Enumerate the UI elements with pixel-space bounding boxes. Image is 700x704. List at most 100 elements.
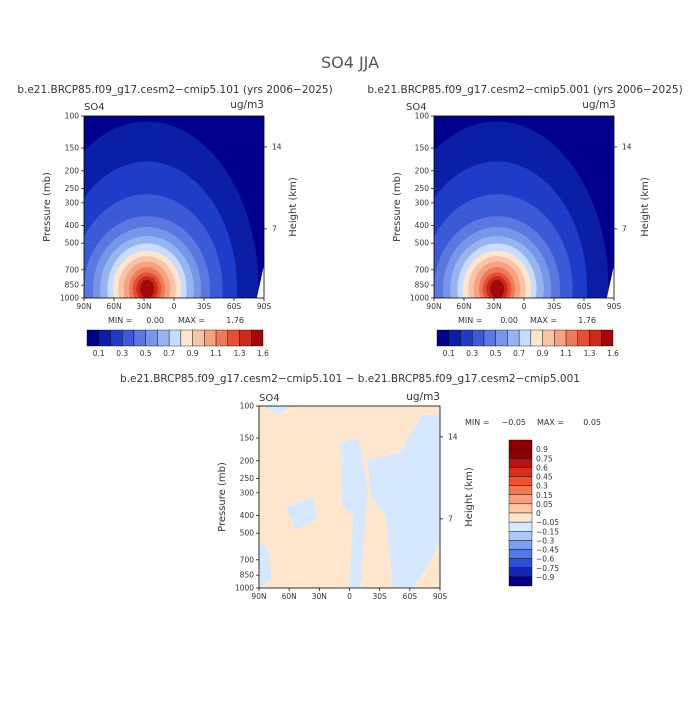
y2-tick-label: 14 xyxy=(448,432,458,441)
x-tick-label: 60S xyxy=(577,302,592,311)
colorbar-swatch xyxy=(508,540,533,550)
colorbar-swatch xyxy=(518,329,532,347)
y-tick-label: 200 xyxy=(415,166,430,175)
colorbar-swatch xyxy=(508,558,533,568)
colorbar-label: −0.3 xyxy=(536,536,554,545)
negative-diff-region xyxy=(286,497,317,530)
panel-1-max-value: 1.76 xyxy=(226,316,244,325)
y-tick-label: 400 xyxy=(65,221,80,230)
x-tick-label: 60N xyxy=(282,592,297,601)
panel-1: b.e21.BRCP85.f09_g17.cesm2−cmip5.101 (yr… xyxy=(17,84,332,358)
panel-2: b.e21.BRCP85.f09_g17.cesm2−cmip5.001 (yr… xyxy=(367,84,682,358)
colorbar-label: 1.3 xyxy=(234,349,246,358)
colorbar-label: −0.45 xyxy=(536,546,559,555)
colorbar-swatch xyxy=(508,494,533,505)
y-tick-label: 100 xyxy=(415,112,430,121)
panel-1-min-label: MIN = xyxy=(108,316,133,325)
panel-2-min-label: MIN = xyxy=(458,316,483,325)
colorbar-label: −0.05 xyxy=(536,518,559,527)
orography-mask xyxy=(606,265,614,298)
colorbar-swatch xyxy=(589,329,602,347)
colorbar-swatch xyxy=(577,329,590,347)
colorbar-label: 0.3 xyxy=(536,482,548,491)
y-tick-label: 250 xyxy=(240,474,255,483)
negative-diff-region xyxy=(259,542,272,588)
colorbar-swatch xyxy=(554,329,567,347)
contour-level xyxy=(489,279,505,298)
x-tick-label: 90S xyxy=(257,302,272,311)
y-tick-label: 100 xyxy=(240,402,255,411)
colorbar-swatch xyxy=(508,549,533,559)
colorbar-label: 1.3 xyxy=(584,349,596,358)
colorbar-swatch xyxy=(157,329,170,347)
colorbar-swatch xyxy=(180,329,193,347)
x-tick-label: 30S xyxy=(197,302,212,311)
colorbar-swatch xyxy=(98,329,111,347)
y-tick-label: 400 xyxy=(240,511,255,520)
x-tick-label: 30S xyxy=(547,302,562,311)
x-tick-label: 90S xyxy=(433,592,448,601)
panel-1-field: SO4 xyxy=(84,102,105,113)
y-tick-label: 400 xyxy=(415,221,430,230)
colorbar-label: 0.1 xyxy=(443,349,455,358)
y2-tick-label: 7 xyxy=(622,224,627,233)
x-tick-label: 30N xyxy=(136,302,151,311)
negative-diff-region xyxy=(340,438,368,588)
panel-3-ylabel: Pressure (mb) xyxy=(217,462,228,532)
y2-tick-label: 14 xyxy=(622,142,632,151)
y2-tick-label: 14 xyxy=(272,142,282,151)
colorbar-label: 0.3 xyxy=(466,349,478,358)
panel-1-max-label: MAX = xyxy=(178,316,205,325)
y-tick-label: 700 xyxy=(415,265,430,274)
colorbar-swatch xyxy=(508,531,533,541)
x-tick-label: 90N xyxy=(251,592,266,601)
colorbar-label: 0 xyxy=(536,509,541,518)
colorbar-swatch xyxy=(145,329,158,347)
orography-mask xyxy=(256,265,264,298)
colorbar-label: 0.1 xyxy=(93,349,105,358)
colorbar-swatch xyxy=(508,576,533,587)
colorbar-swatch xyxy=(565,329,578,347)
colorbar-label: 0.6 xyxy=(536,463,548,472)
colorbar-swatch xyxy=(508,448,533,459)
y-tick-label: 250 xyxy=(65,184,80,193)
colorbar-label: 1.6 xyxy=(257,349,269,358)
colorbar-label: 0.7 xyxy=(513,349,525,358)
y-tick-label: 300 xyxy=(415,198,430,207)
colorbar-swatch xyxy=(204,329,217,347)
panel-3: b.e21.BRCP85.f09_g17.cesm2−cmip5.101 − b… xyxy=(120,373,601,601)
colorbar-swatch xyxy=(460,329,473,347)
colorbar-swatch xyxy=(508,439,533,450)
colorbar-label: 1.1 xyxy=(560,349,572,358)
colorbar-swatch xyxy=(133,329,146,347)
x-tick-label: 0 xyxy=(522,302,527,311)
colorbar-swatch xyxy=(508,512,533,523)
panel-2-max-label: MAX = xyxy=(530,316,557,325)
x-tick-label: 60S xyxy=(403,592,418,601)
panel-2-units: ug/m3 xyxy=(582,99,616,111)
colorbar-swatch xyxy=(542,329,555,347)
x-tick-label: 90S xyxy=(607,302,622,311)
colorbar-swatch xyxy=(483,329,496,347)
y2-tick-label: 7 xyxy=(448,514,453,523)
colorbar-label: 1.6 xyxy=(607,349,619,358)
colorbar-swatch xyxy=(508,467,533,477)
y-tick-label: 500 xyxy=(240,529,255,538)
y-tick-label: 700 xyxy=(240,555,255,564)
colorbar-label: 0.45 xyxy=(536,473,553,482)
colorbar-label: −0.75 xyxy=(536,564,559,573)
field-layer xyxy=(259,406,440,588)
negative-diff-region xyxy=(367,415,440,588)
field-layer xyxy=(84,116,264,298)
colorbar-swatch xyxy=(215,329,228,347)
colorbar-swatch xyxy=(192,329,205,347)
colorbar-swatch xyxy=(168,329,182,347)
colorbar-swatch xyxy=(495,329,508,347)
negative-diff-region xyxy=(264,406,292,416)
colorbar-label: 0.9 xyxy=(537,349,549,358)
y-tick-label: 150 xyxy=(65,144,80,153)
y-tick-label: 150 xyxy=(415,144,430,153)
colorbar-swatch xyxy=(227,329,240,347)
colorbar-swatch xyxy=(508,485,533,495)
y-tick-label: 850 xyxy=(65,281,80,290)
